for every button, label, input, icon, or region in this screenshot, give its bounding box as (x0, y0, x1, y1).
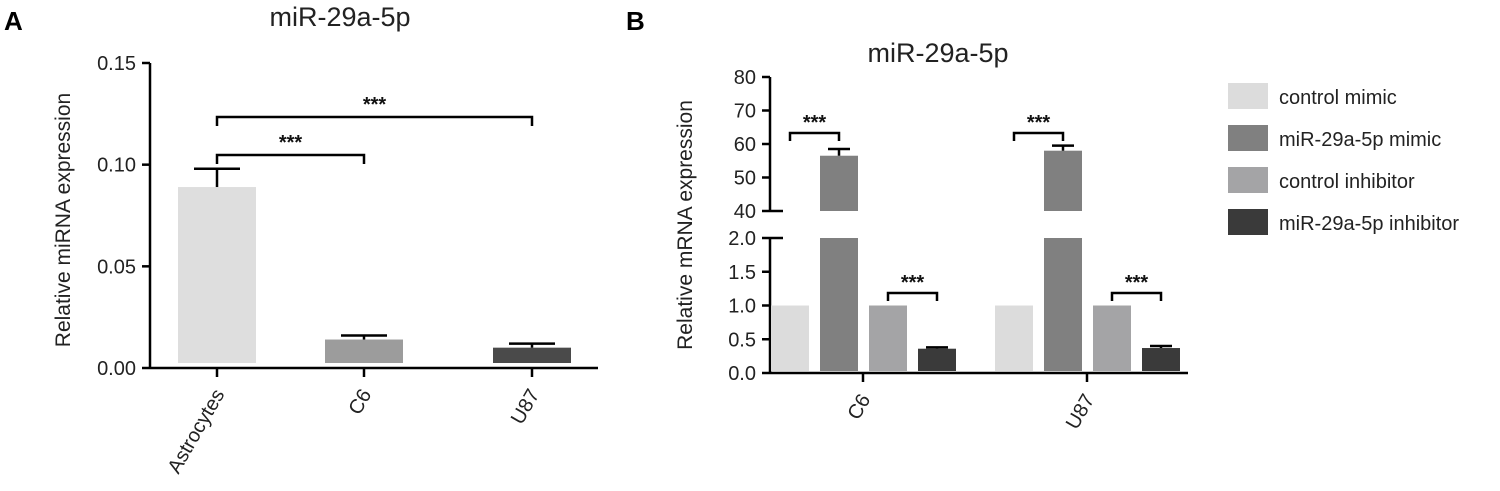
panel-b-letter: B (626, 6, 645, 36)
chart-b-bar (771, 305, 809, 371)
chart-b-significance-bracket (1110, 291, 1163, 301)
chart-b-bar (918, 348, 956, 371)
chart-a-significance-bracket (215, 153, 366, 164)
chart-b-legend-swatch (1228, 209, 1268, 235)
chart-b-ytick-label: 1.5 (728, 262, 756, 284)
chart-a-title: miR-29a-5p (269, 2, 410, 32)
chart-b-significance-label: *** (1027, 112, 1051, 134)
chart-b-ytick-label: 80 (734, 67, 756, 89)
chart-b-ytick-label: 50 (734, 168, 756, 190)
chart-a-ylabel: Relative miRNA expression (52, 93, 75, 347)
chart-b-xtick-label: U87 (1062, 391, 1099, 434)
chart-b-bar (820, 238, 858, 371)
chart-b-ylabel: Relative mRNA expression (674, 100, 697, 350)
chart-b-legend-swatch (1228, 167, 1268, 193)
chart-b-legend-swatch (1228, 125, 1268, 151)
chart-a-xtick-label: Astrocytes (164, 386, 230, 478)
chart-b-bar (1142, 348, 1180, 371)
chart-b-bar (1044, 150, 1082, 211)
chart-a-xtick-label: U87 (507, 386, 544, 429)
panel-a-letter: A (4, 6, 23, 36)
chart-b-significance-label: *** (901, 272, 925, 294)
chart-b-title: miR-29a-5p (867, 38, 1008, 68)
chart-b-significance-label: *** (803, 112, 827, 134)
chart-b-bar (869, 305, 907, 371)
chart-a-significance-label: *** (363, 94, 387, 116)
chart-b-ytick-label: 0.5 (728, 329, 756, 351)
chart-b-bar (1044, 238, 1082, 371)
chart-b-legend: control mimic miR-29a-5p mimic control inh… (1228, 83, 1459, 235)
chart-a-significance-bracket (215, 115, 534, 126)
chart-a-xtick-label: C6 (344, 386, 376, 419)
chart-b-significance-bracket (1012, 131, 1065, 141)
chart-b-significance-bracket (886, 291, 939, 301)
chart-b-ytick-label: 40 (734, 201, 756, 223)
chart-b-xtick-label: C6 (843, 391, 875, 424)
chart-b-significance-bracket (788, 131, 841, 141)
chart-a-ytick-label: 0.00 (97, 358, 136, 380)
chart-a-ytick-label: 0.10 (97, 155, 136, 177)
chart-b: miR-29a-5p Relative mRNA expression 40 50… (674, 38, 1188, 433)
chart-a: miR-29a-5p Relative miRNA expression 0.0… (52, 2, 598, 477)
chart-a-bar (178, 187, 256, 363)
chart-a-ytick-label: 0.15 (97, 53, 136, 75)
chart-b-legend-label: control inhibitor (1279, 171, 1415, 193)
chart-b-legend-label: miR-29a-5p inhibitor (1279, 213, 1459, 235)
chart-a-bar (325, 339, 403, 363)
chart-b-bar (820, 155, 858, 211)
chart-b-ytick-label: 60 (734, 134, 756, 156)
chart-a-bar (493, 347, 571, 363)
chart-b-ytick-label: 1.0 (728, 296, 756, 318)
chart-b-bar (995, 305, 1033, 371)
chart-b-legend-label: miR-29a-5p mimic (1279, 129, 1441, 151)
chart-a-significance-label: *** (279, 132, 303, 154)
chart-b-legend-label: control mimic (1279, 87, 1397, 109)
chart-b-ytick-label: 70 (734, 101, 756, 123)
chart-b-significance-label: *** (1125, 272, 1149, 294)
chart-b-bar (1093, 305, 1131, 371)
chart-b-ytick-label: 0.0 (728, 363, 756, 385)
chart-a-ytick-label: 0.05 (97, 256, 136, 278)
chart-b-ytick-label: 2.0 (728, 228, 756, 250)
chart-b-legend-swatch (1228, 83, 1268, 109)
